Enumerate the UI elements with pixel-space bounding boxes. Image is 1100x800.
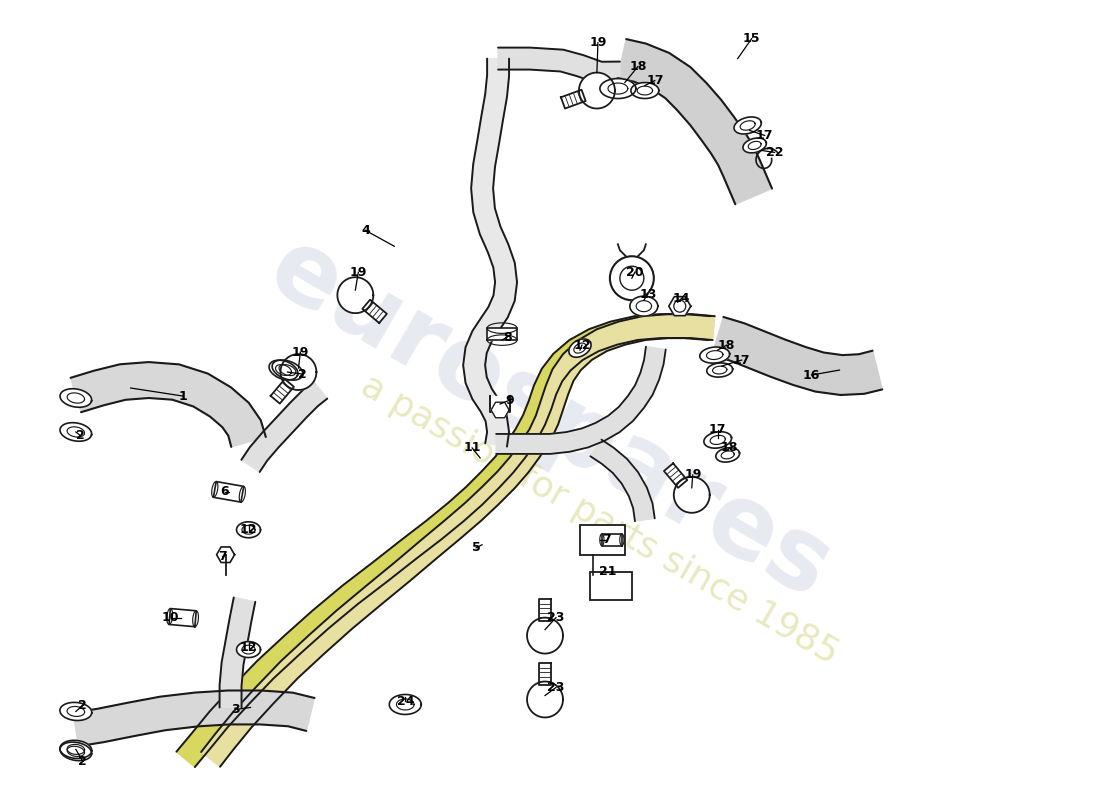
Bar bbox=[590, 572, 631, 600]
Polygon shape bbox=[270, 360, 298, 380]
Text: 19: 19 bbox=[292, 346, 309, 358]
Polygon shape bbox=[60, 422, 91, 442]
Text: 1: 1 bbox=[178, 390, 187, 402]
Polygon shape bbox=[707, 363, 733, 377]
Polygon shape bbox=[236, 522, 261, 538]
Polygon shape bbox=[201, 314, 715, 766]
Text: 18: 18 bbox=[629, 60, 647, 73]
Text: 18: 18 bbox=[718, 338, 736, 351]
Polygon shape bbox=[389, 694, 421, 714]
Polygon shape bbox=[700, 347, 729, 363]
Text: 19: 19 bbox=[350, 266, 367, 278]
Text: 20: 20 bbox=[626, 266, 644, 278]
Text: 15: 15 bbox=[742, 32, 760, 45]
Polygon shape bbox=[176, 314, 711, 767]
Text: 24: 24 bbox=[396, 695, 414, 708]
Polygon shape bbox=[241, 382, 328, 472]
Polygon shape bbox=[674, 477, 710, 513]
Polygon shape bbox=[591, 440, 654, 522]
Text: 11: 11 bbox=[463, 442, 481, 454]
Polygon shape bbox=[60, 742, 91, 761]
Polygon shape bbox=[271, 379, 294, 403]
Polygon shape bbox=[742, 138, 767, 153]
Polygon shape bbox=[220, 598, 255, 707]
Polygon shape bbox=[734, 117, 761, 134]
Text: 17: 17 bbox=[756, 129, 773, 142]
Polygon shape bbox=[463, 58, 517, 446]
Polygon shape bbox=[70, 362, 266, 447]
Polygon shape bbox=[617, 39, 772, 204]
Polygon shape bbox=[487, 328, 517, 340]
Polygon shape bbox=[669, 297, 691, 316]
Text: 2: 2 bbox=[78, 699, 87, 712]
Polygon shape bbox=[539, 663, 551, 686]
Polygon shape bbox=[602, 534, 621, 546]
Text: 18: 18 bbox=[720, 442, 738, 454]
Text: 16: 16 bbox=[803, 369, 821, 382]
Text: eurospares: eurospares bbox=[252, 220, 848, 620]
Polygon shape bbox=[491, 396, 510, 412]
Text: 7: 7 bbox=[603, 534, 612, 546]
Text: 6: 6 bbox=[220, 486, 229, 498]
Text: 19: 19 bbox=[590, 36, 606, 49]
Text: 2: 2 bbox=[298, 367, 307, 381]
Text: 17: 17 bbox=[646, 74, 663, 87]
Polygon shape bbox=[59, 740, 91, 758]
Text: 2: 2 bbox=[78, 755, 87, 768]
Text: 17: 17 bbox=[733, 354, 750, 366]
Polygon shape bbox=[73, 690, 315, 746]
Polygon shape bbox=[280, 354, 317, 390]
Polygon shape bbox=[59, 702, 91, 721]
Polygon shape bbox=[716, 448, 739, 462]
Text: 7: 7 bbox=[218, 550, 227, 563]
Polygon shape bbox=[569, 339, 591, 358]
Polygon shape bbox=[362, 300, 387, 323]
Polygon shape bbox=[527, 682, 563, 718]
Text: 10: 10 bbox=[162, 611, 179, 624]
Polygon shape bbox=[498, 48, 620, 83]
Polygon shape bbox=[338, 278, 373, 313]
Bar bbox=[580, 525, 625, 554]
Text: 14: 14 bbox=[673, 292, 691, 305]
Polygon shape bbox=[664, 463, 688, 488]
Polygon shape bbox=[600, 78, 636, 98]
Text: 12: 12 bbox=[240, 523, 257, 536]
Text: 8: 8 bbox=[503, 330, 512, 344]
Text: 19: 19 bbox=[684, 468, 702, 482]
Circle shape bbox=[609, 256, 653, 300]
Text: 13: 13 bbox=[639, 288, 657, 301]
Text: 9: 9 bbox=[506, 394, 515, 406]
Polygon shape bbox=[579, 73, 615, 109]
Polygon shape bbox=[491, 402, 509, 418]
Text: a passion for parts since 1985: a passion for parts since 1985 bbox=[355, 369, 845, 671]
Polygon shape bbox=[169, 609, 196, 626]
Text: 5: 5 bbox=[472, 542, 481, 554]
Polygon shape bbox=[527, 618, 563, 654]
Polygon shape bbox=[630, 296, 658, 316]
Text: 3: 3 bbox=[231, 703, 240, 716]
Polygon shape bbox=[272, 360, 302, 380]
Text: 12: 12 bbox=[240, 641, 257, 654]
Text: 21: 21 bbox=[600, 566, 617, 578]
Polygon shape bbox=[60, 389, 91, 407]
Text: 23: 23 bbox=[548, 611, 564, 624]
Polygon shape bbox=[236, 642, 261, 658]
Polygon shape bbox=[217, 547, 234, 562]
Polygon shape bbox=[712, 317, 882, 395]
Text: 12: 12 bbox=[573, 338, 591, 351]
Text: 2: 2 bbox=[76, 430, 85, 442]
Polygon shape bbox=[496, 346, 666, 454]
Text: 23: 23 bbox=[548, 681, 564, 694]
Text: 22: 22 bbox=[766, 146, 783, 159]
Polygon shape bbox=[631, 82, 659, 98]
Polygon shape bbox=[561, 90, 585, 109]
Text: 17: 17 bbox=[710, 423, 726, 437]
Polygon shape bbox=[213, 482, 244, 502]
Text: 4: 4 bbox=[361, 224, 370, 237]
Polygon shape bbox=[704, 432, 732, 448]
Polygon shape bbox=[539, 599, 551, 622]
